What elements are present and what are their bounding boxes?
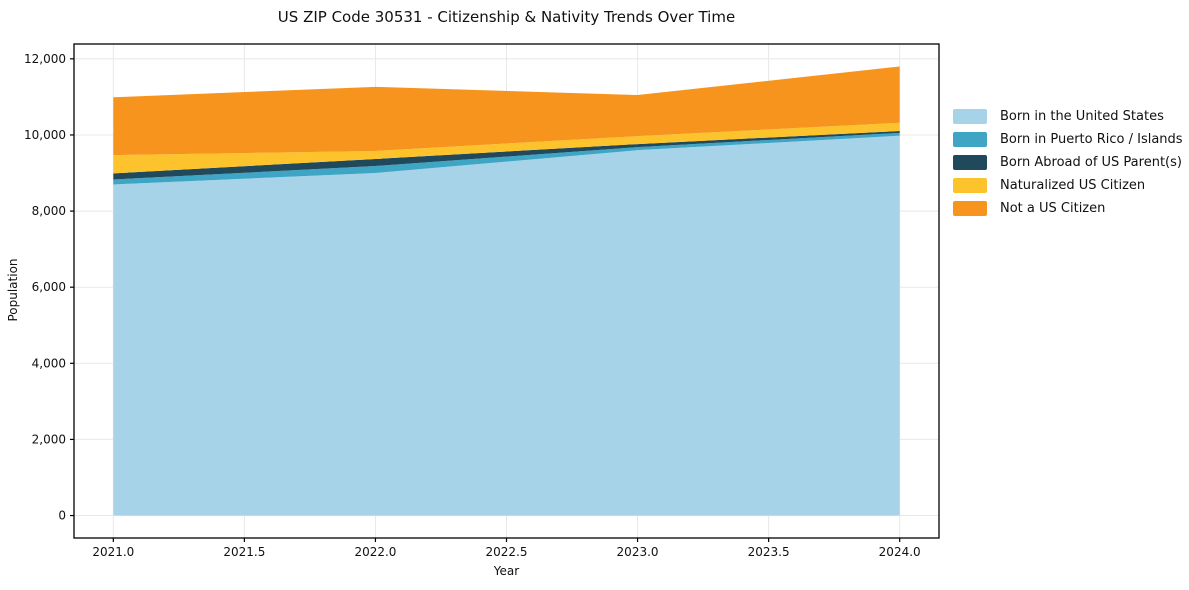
y-tick-label: 0 — [58, 509, 66, 523]
legend-label: Naturalized US Citizen — [1000, 178, 1146, 193]
legend-swatch — [953, 155, 987, 170]
legend-swatch — [953, 201, 987, 216]
chart-title: US ZIP Code 30531 - Citizenship & Nativi… — [277, 8, 736, 26]
y-tick-label: 2,000 — [32, 432, 66, 446]
x-tick-label: 2024.0 — [879, 545, 921, 559]
x-tick-label: 2021.0 — [92, 545, 134, 559]
area-series-1 — [113, 132, 900, 185]
area-series-4 — [113, 66, 900, 156]
area-series-0 — [113, 135, 900, 516]
x-tick-label: 2021.5 — [223, 545, 265, 559]
area-series-3 — [113, 122, 900, 174]
legend: Born in the United States Born in Puerto … — [953, 105, 1183, 220]
x-tick-label: 2022.5 — [486, 545, 528, 559]
legend-item: Born in the United States — [953, 105, 1183, 128]
legend-swatch — [953, 132, 987, 147]
x-tick-label: 2022.0 — [354, 545, 396, 559]
x-ticks: 2021.0 2021.5 2022.0 2022.5 2023.0 2023.5 2024… — [92, 538, 921, 559]
legend-label: Born in Puerto Rico / Islands — [1000, 132, 1183, 147]
y-ticks: 0 2,000 4,000 6,000 8,000 10,000 12,000 — [24, 52, 74, 523]
area-series-2 — [113, 130, 900, 180]
legend-label: Born Abroad of US Parent(s) — [1000, 155, 1182, 170]
legend-item: Not a US Citizen — [953, 197, 1183, 220]
y-tick-label: 10,000 — [24, 128, 66, 142]
legend-swatch — [953, 109, 987, 124]
legend-swatch — [953, 178, 987, 193]
legend-label: Born in the United States — [1000, 109, 1164, 124]
y-tick-label: 4,000 — [32, 356, 66, 370]
x-tick-label: 2023.5 — [748, 545, 790, 559]
y-tick-label: 12,000 — [24, 52, 66, 66]
legend-item: Naturalized US Citizen — [953, 174, 1183, 197]
y-axis-label: Population — [6, 258, 20, 322]
x-tick-label: 2023.0 — [617, 545, 659, 559]
legend-item: Born in Puerto Rico / Islands — [953, 128, 1183, 151]
area-series-group — [113, 66, 900, 516]
y-tick-label: 6,000 — [32, 280, 66, 294]
x-axis-label: Year — [493, 564, 520, 578]
legend-item: Born Abroad of US Parent(s) — [953, 151, 1183, 174]
y-tick-label: 8,000 — [32, 204, 66, 218]
legend-label: Not a US Citizen — [1000, 201, 1106, 216]
